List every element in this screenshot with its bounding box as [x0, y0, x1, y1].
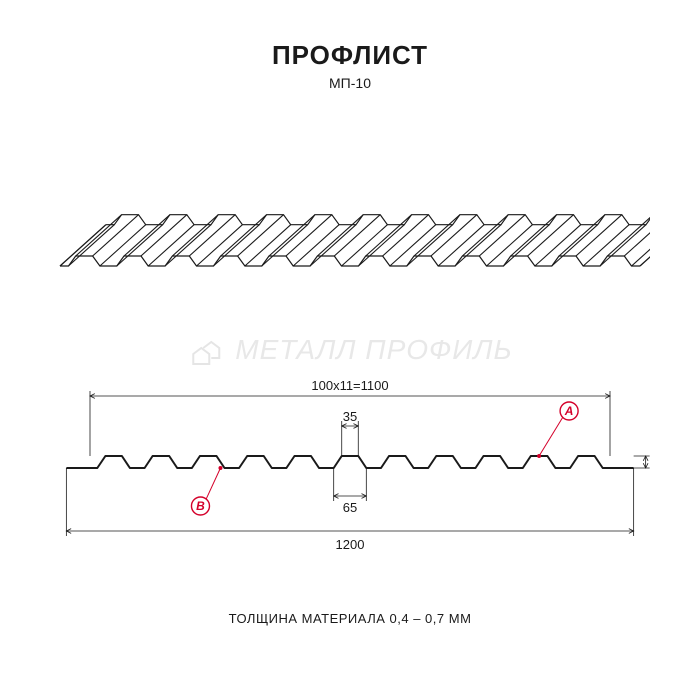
- cross-section-view: 100x11=11003565120010AB: [50, 356, 650, 556]
- svg-text:A: A: [564, 404, 574, 418]
- svg-text:65: 65: [343, 500, 357, 515]
- svg-text:100x11=1100: 100x11=1100: [311, 378, 388, 393]
- svg-text:1200: 1200: [336, 537, 365, 552]
- svg-text:35: 35: [343, 409, 357, 424]
- title: ПРОФЛИСТ: [50, 40, 650, 71]
- isometric-view: [50, 131, 650, 281]
- svg-text:B: B: [196, 499, 205, 513]
- diagram-container: ПРОФЛИСТ МП-10 МЕТАЛЛ ПРОФИЛЬ 100x11=110…: [0, 0, 700, 700]
- header: ПРОФЛИСТ МП-10: [50, 40, 650, 91]
- subtitle: МП-10: [50, 75, 650, 91]
- thickness-note: ТОЛЩИНА МАТЕРИАЛА 0,4 – 0,7 ММ: [50, 611, 650, 626]
